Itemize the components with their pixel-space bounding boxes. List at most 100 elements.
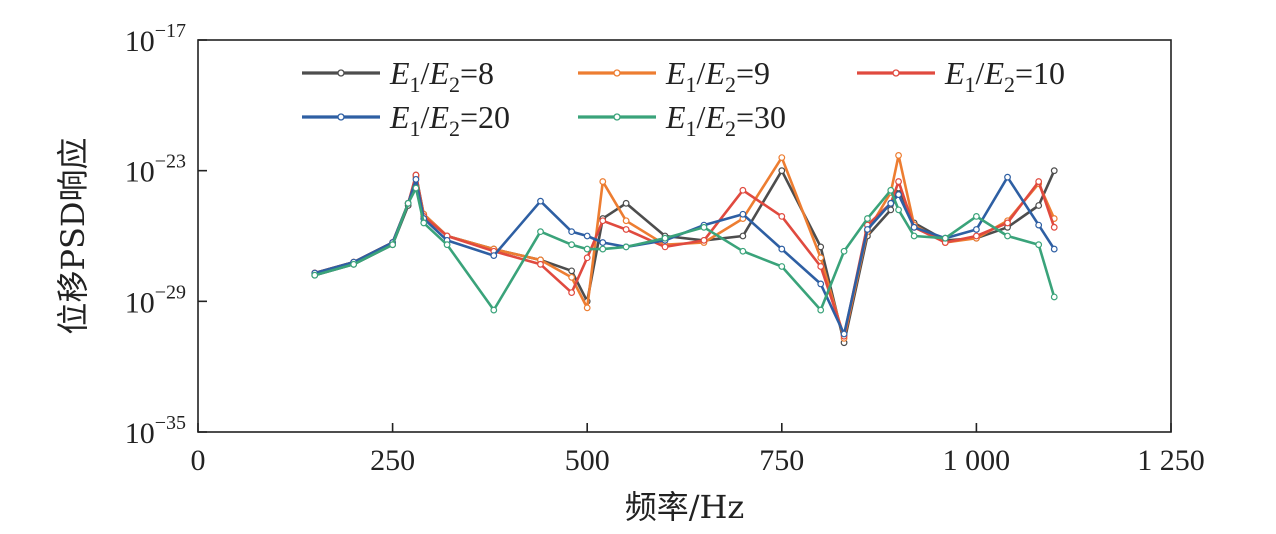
- data-point: [583, 254, 591, 262]
- data-point: [350, 260, 358, 268]
- data-point: [778, 212, 786, 220]
- data-point: [941, 234, 949, 242]
- legend-label: E1/E2=30: [665, 99, 786, 141]
- legend-label-part: =20: [460, 99, 510, 135]
- legend-label-part: =10: [1015, 55, 1065, 91]
- data-point: [1050, 223, 1058, 231]
- legend-item: E1/E2=8: [302, 55, 494, 97]
- series-line: [314, 186, 1056, 312]
- data-point: [622, 217, 630, 225]
- data-point: [864, 215, 871, 222]
- legend-label-part: E: [428, 55, 449, 91]
- data-point: [973, 226, 980, 233]
- data-point: [700, 223, 708, 231]
- data-point: [404, 199, 412, 207]
- legend-label-part: /: [421, 55, 430, 91]
- data-point: [1050, 245, 1058, 253]
- legend-label-part: E: [944, 55, 965, 91]
- plot-frame: [197, 39, 1172, 433]
- data-point: [739, 186, 747, 194]
- data-point: [895, 191, 902, 199]
- x-axis-ticks: 0 250 500 750 1 000 1 250: [191, 423, 1205, 477]
- legend-label-part: E: [665, 99, 686, 135]
- data-point: [443, 241, 451, 249]
- legend-item: E1/E2=9: [578, 55, 770, 97]
- y-tick-base: 10: [125, 286, 155, 319]
- x-axis-label: 频率/Hz: [625, 488, 745, 526]
- y-tick-exponent: −23: [155, 151, 186, 173]
- y-tick-base: 10: [125, 417, 155, 450]
- data-point: [311, 271, 319, 279]
- data-point: [1035, 178, 1043, 185]
- legend-marker: [613, 113, 621, 121]
- legend-label-part: E: [704, 99, 725, 135]
- data-point: [568, 273, 576, 281]
- data-point: [973, 232, 980, 240]
- data-point: [1035, 202, 1043, 209]
- data-point: [778, 154, 786, 162]
- data-point: [599, 217, 607, 225]
- series-line: [314, 175, 1056, 336]
- legend-item: E1/E2=20: [302, 99, 510, 141]
- legend-label: E1/E2=9: [665, 55, 770, 97]
- series-line: [314, 154, 1056, 340]
- data-point: [973, 212, 980, 220]
- data-point: [537, 228, 544, 236]
- legend-label-part: E: [665, 55, 686, 91]
- data-point: [739, 210, 747, 218]
- data-point: [778, 245, 786, 253]
- legend-label: E1/E2=10: [944, 55, 1065, 97]
- legend-label-part: 2: [449, 72, 460, 97]
- data-point: [583, 304, 591, 312]
- legend-label-part: /: [697, 99, 706, 135]
- legend-marker: [892, 69, 900, 77]
- y-tick-base: 10: [125, 156, 155, 189]
- data-point: [910, 232, 918, 240]
- series-line: [314, 169, 1056, 345]
- data-point: [583, 245, 591, 253]
- data-point: [537, 197, 544, 205]
- data-point: [568, 241, 576, 249]
- data-point: [910, 223, 918, 231]
- data-point: [622, 199, 630, 207]
- legend-label-part: 2: [725, 72, 736, 97]
- data-point: [1035, 221, 1043, 229]
- legend-label: E1/E2=20: [389, 99, 510, 141]
- data-point: [661, 243, 669, 251]
- legend-label-part: =8: [460, 55, 494, 91]
- y-tick-exponent: −29: [155, 281, 186, 303]
- x-tick-label: 750: [759, 444, 804, 477]
- data-point: [1004, 173, 1011, 181]
- legend-label-part: E: [983, 55, 1004, 91]
- data-point: [887, 199, 895, 207]
- data-point: [1004, 219, 1011, 227]
- y-tick-label: 10−35: [125, 412, 186, 450]
- y-tick-exponent: −35: [155, 412, 186, 434]
- legend-marker: [613, 69, 621, 77]
- legend-label-part: 1: [965, 72, 976, 97]
- data-point: [895, 206, 902, 214]
- x-tick-label: 0: [191, 444, 206, 477]
- data-point: [583, 232, 591, 240]
- data-point: [739, 247, 747, 255]
- data-point: [1004, 232, 1011, 240]
- y-tick-exponent: −17: [155, 20, 186, 42]
- data-point: [840, 330, 848, 338]
- data-point: [622, 226, 630, 233]
- data-point: [778, 167, 786, 175]
- data-point: [817, 263, 825, 270]
- data-point: [1035, 241, 1043, 249]
- data-point: [1050, 293, 1058, 301]
- data-point: [568, 289, 576, 297]
- data-point: [490, 252, 498, 260]
- legend-label-part: E: [389, 55, 410, 91]
- y-tick-label: 10−29: [125, 281, 186, 319]
- legend-item: E1/E2=10: [857, 55, 1065, 97]
- legend-label-part: 2: [725, 116, 736, 141]
- x-tick-label: 250: [370, 444, 415, 477]
- data-point: [817, 243, 825, 251]
- data-point: [599, 245, 607, 253]
- data-point: [840, 247, 848, 255]
